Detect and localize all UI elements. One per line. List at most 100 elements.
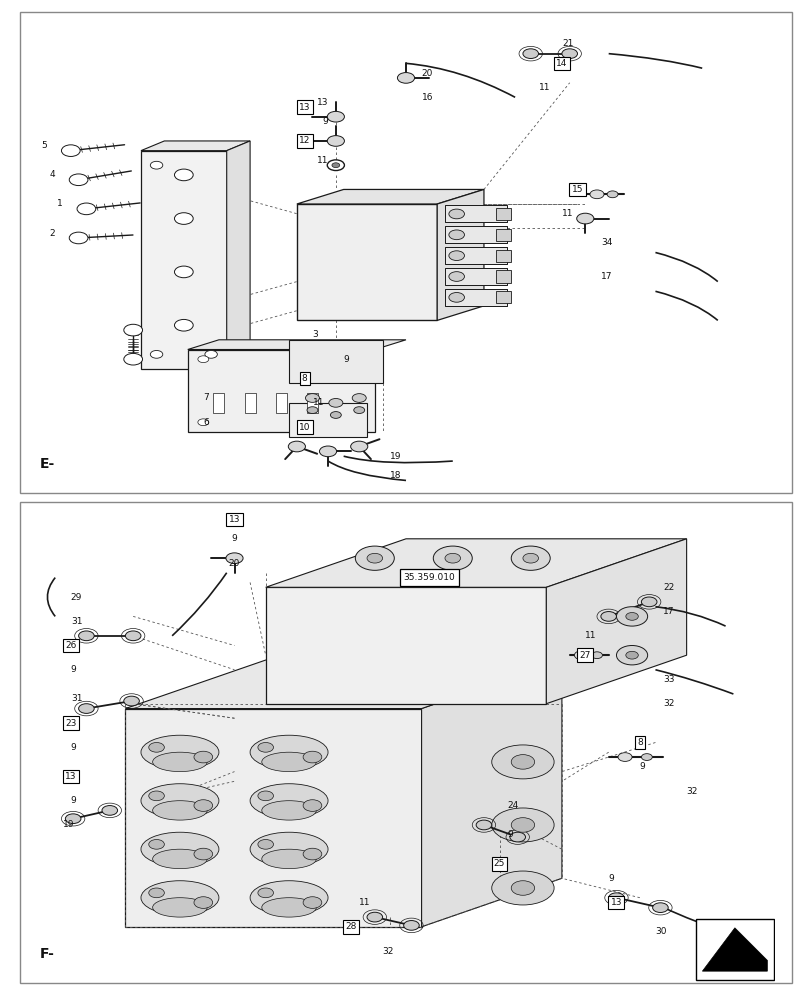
Text: 28: 28: [345, 922, 357, 931]
Text: 8: 8: [636, 738, 642, 747]
Polygon shape: [187, 340, 406, 350]
Text: 34: 34: [600, 238, 611, 247]
Circle shape: [444, 553, 460, 563]
Circle shape: [511, 881, 534, 895]
Circle shape: [397, 73, 414, 83]
Polygon shape: [702, 928, 766, 971]
Circle shape: [123, 324, 143, 336]
Circle shape: [148, 888, 164, 898]
Bar: [444, 205, 507, 222]
Text: 32: 32: [663, 699, 674, 708]
Ellipse shape: [250, 832, 328, 866]
Circle shape: [522, 553, 538, 563]
Circle shape: [125, 631, 141, 641]
Bar: [495, 208, 511, 220]
Bar: [307, 393, 318, 413]
Circle shape: [148, 791, 164, 801]
Bar: [276, 393, 286, 413]
Text: 9: 9: [71, 665, 76, 674]
Circle shape: [79, 631, 94, 641]
Text: 19: 19: [63, 820, 75, 829]
Circle shape: [123, 696, 139, 706]
Text: 11: 11: [358, 898, 371, 907]
Circle shape: [150, 161, 162, 169]
Circle shape: [305, 394, 319, 402]
Text: 30: 30: [654, 927, 666, 936]
Text: 11: 11: [312, 398, 324, 407]
Bar: [213, 393, 224, 413]
Ellipse shape: [152, 898, 207, 917]
Polygon shape: [226, 141, 250, 369]
Text: 10: 10: [298, 423, 310, 432]
Circle shape: [590, 652, 602, 659]
Circle shape: [194, 848, 212, 860]
Circle shape: [616, 607, 647, 626]
Text: 13: 13: [298, 103, 310, 111]
Ellipse shape: [152, 849, 207, 869]
Text: 23: 23: [65, 719, 76, 728]
Bar: [289, 340, 382, 383]
Bar: [125, 709, 421, 927]
Circle shape: [652, 903, 667, 913]
Circle shape: [258, 888, 273, 898]
Circle shape: [625, 651, 637, 659]
Circle shape: [509, 832, 525, 842]
Circle shape: [288, 441, 305, 452]
Circle shape: [303, 848, 321, 860]
Ellipse shape: [152, 752, 207, 772]
Ellipse shape: [141, 735, 219, 769]
Text: 4: 4: [49, 170, 55, 179]
Circle shape: [355, 546, 394, 570]
Text: 13: 13: [229, 515, 240, 524]
Circle shape: [448, 293, 464, 302]
Text: 11: 11: [585, 631, 596, 640]
Bar: [444, 226, 507, 243]
Circle shape: [102, 806, 118, 815]
Text: 32: 32: [382, 947, 393, 956]
Text: 6: 6: [203, 418, 208, 427]
Circle shape: [174, 319, 193, 331]
Text: 11: 11: [538, 83, 549, 92]
Bar: [265, 587, 546, 704]
Ellipse shape: [141, 881, 219, 915]
Ellipse shape: [261, 752, 316, 772]
Circle shape: [616, 646, 647, 665]
Circle shape: [258, 791, 273, 801]
Text: 9: 9: [71, 796, 76, 805]
Text: 7: 7: [203, 393, 208, 402]
Circle shape: [433, 546, 472, 570]
Circle shape: [511, 546, 550, 570]
Circle shape: [174, 213, 193, 224]
Text: 25: 25: [493, 859, 504, 868]
Circle shape: [573, 651, 588, 660]
Circle shape: [77, 203, 96, 215]
Bar: [495, 291, 511, 303]
Text: 1: 1: [58, 200, 63, 209]
Polygon shape: [141, 141, 250, 151]
Text: 8: 8: [302, 374, 307, 383]
Text: 9: 9: [71, 743, 76, 752]
Text: 9: 9: [231, 534, 237, 543]
Ellipse shape: [261, 801, 316, 820]
Circle shape: [576, 213, 593, 224]
Text: 16: 16: [421, 93, 432, 102]
Circle shape: [150, 350, 162, 358]
Text: 13: 13: [65, 772, 76, 781]
Circle shape: [148, 840, 164, 849]
Circle shape: [258, 840, 273, 849]
Circle shape: [327, 136, 344, 146]
Circle shape: [350, 441, 367, 452]
Ellipse shape: [152, 801, 207, 820]
Circle shape: [448, 251, 464, 261]
Ellipse shape: [491, 871, 553, 905]
Circle shape: [352, 394, 366, 402]
Text: 18: 18: [390, 471, 401, 480]
Text: 9: 9: [507, 830, 513, 839]
Text: 15: 15: [571, 185, 582, 194]
Text: 9: 9: [322, 117, 328, 126]
Polygon shape: [125, 660, 561, 709]
Text: 9: 9: [343, 355, 349, 364]
Text: 27: 27: [579, 651, 590, 660]
Circle shape: [194, 897, 212, 908]
Bar: [444, 268, 507, 285]
